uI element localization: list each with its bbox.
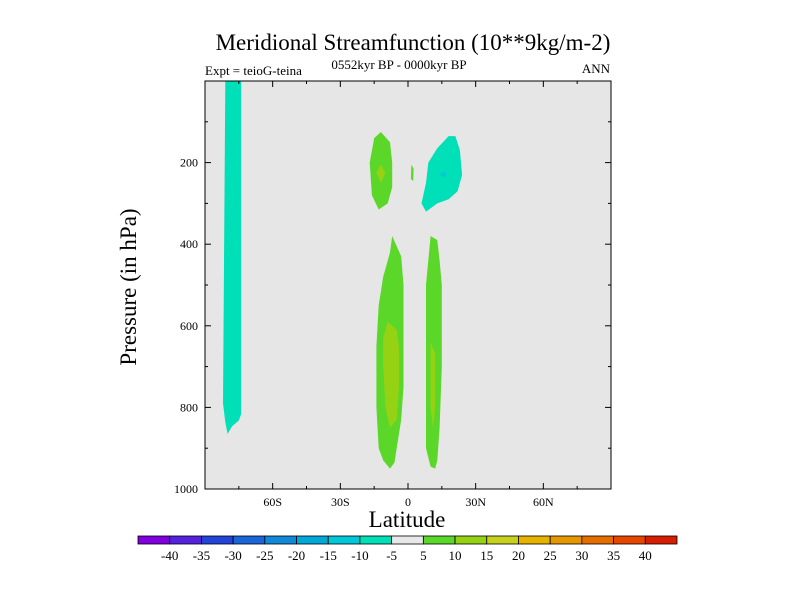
colorbar-swatch: [454, 535, 488, 545]
colorbar-label: 10: [449, 548, 462, 563]
y-tick-label: 1000: [174, 482, 198, 496]
colorbar-swatch: [391, 535, 424, 545]
colorbar-label: -5: [386, 548, 397, 563]
colorbar-label: -20: [288, 548, 305, 563]
y-tick-label: 600: [180, 319, 198, 333]
colorbar-label: 20: [512, 548, 525, 563]
x-tick-label: 60S: [263, 495, 282, 509]
experiment-label: Expt = teioG-teina: [205, 63, 302, 78]
x-axis-label: Latitude: [369, 507, 446, 532]
colorbar-swatch: [327, 535, 361, 545]
colorbar-label: -15: [320, 548, 337, 563]
colorbar-swatch: [201, 535, 234, 545]
colorbar-label: -35: [193, 548, 210, 563]
colorbar-swatch: [549, 535, 583, 545]
colorbar-swatch: [169, 535, 202, 545]
colorbar-label: -40: [161, 548, 178, 563]
colorbar: -40 -35 -30 -25 -20 -15 -10 -5 5 10 15 20 25 30 35 40: [137, 535, 678, 563]
y-axis-label: Pressure (in hPa): [116, 208, 141, 365]
colorbar-swatch: [486, 535, 519, 545]
colorbar-swatch: [644, 535, 678, 545]
colorbar-swatch: [296, 535, 329, 545]
colorbar-swatch: [613, 535, 646, 545]
x-tick-label: 60N: [533, 495, 554, 509]
contour-region-positive-sliver-eq: [410, 164, 414, 181]
contour-region-positive-lower-right-core: [430, 342, 436, 428]
y-tick-label: 200: [180, 156, 198, 170]
x-tick-label: 0: [405, 495, 411, 509]
colorbar-swatch: [264, 535, 297, 545]
colorbar-label: -25: [256, 548, 273, 563]
colorbar-label: 40: [639, 548, 652, 563]
y-tick-label: 800: [180, 400, 198, 414]
colorbar-swatch: [581, 535, 614, 545]
colorbar-label: 25: [544, 548, 557, 563]
colorbar-swatch: [137, 535, 171, 545]
colorbar-label: 5: [420, 548, 427, 563]
colorbar-swatch: [422, 535, 456, 545]
colorbar-label: 15: [480, 548, 493, 563]
contour-region-positive-upper-left-core: [376, 164, 386, 183]
colorbar-label: 30: [575, 548, 588, 563]
plot-area: [205, 81, 611, 489]
colorbar-label: -10: [351, 548, 368, 563]
contour-regions: [223, 81, 463, 469]
contour-region-negative-upper-right-core: [439, 171, 447, 178]
season-label: ANN: [582, 61, 611, 76]
colorbar-swatch: [232, 535, 266, 545]
colorbar-label: 35: [607, 548, 620, 563]
x-tick-label: 30S: [331, 495, 350, 509]
period-label: 0552kyr BP - 0000kyr BP: [331, 57, 466, 72]
contour-region-negative-column-75S: [223, 81, 242, 434]
chart-title: Meridional Streamfunction (10**9kg/m-2): [216, 30, 611, 55]
colorbar-label: -30: [224, 548, 241, 563]
y-axis-ticks: 200 400 600 800 1000: [174, 121, 611, 496]
y-tick-label: 400: [180, 237, 198, 251]
colorbar-swatch: [359, 535, 393, 545]
x-axis-ticks: 60S 30S 0 30N 60N: [238, 81, 578, 509]
contour-region-positive-lower-left-core: [383, 321, 399, 428]
colorbar-swatch: [518, 535, 551, 545]
x-tick-label: 30N: [465, 495, 486, 509]
